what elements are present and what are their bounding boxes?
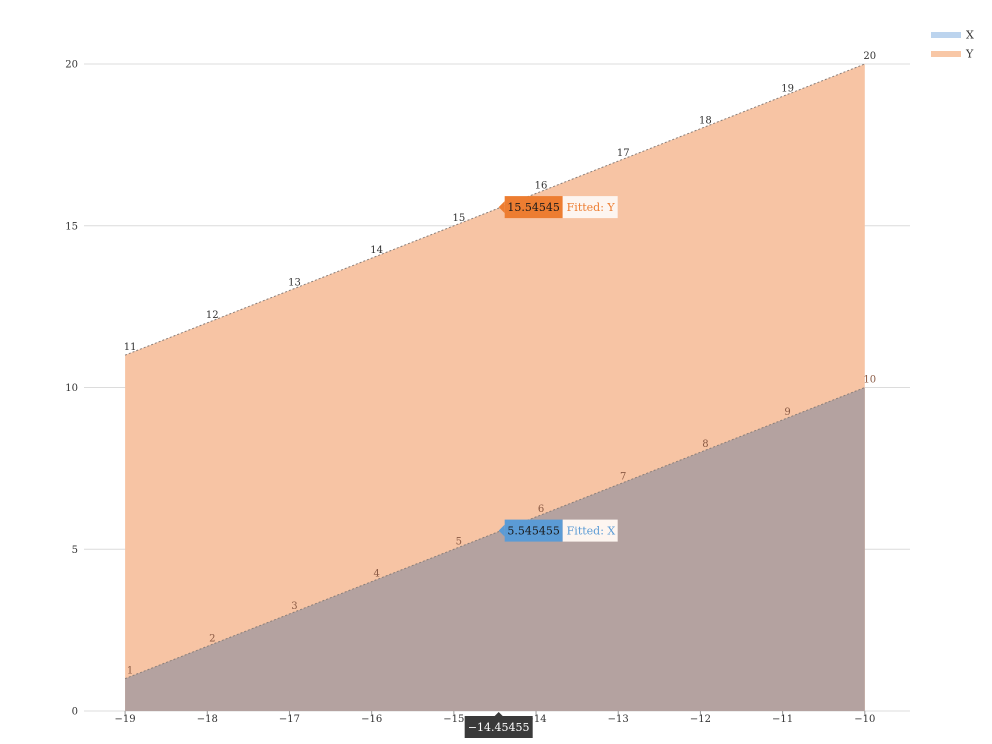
tooltip-pointer: [498, 201, 505, 214]
data-label-y: 18: [699, 116, 712, 127]
y-tick-label: 5: [72, 545, 78, 556]
hover-tooltips: 15.54545 Fitted: Y 5.545455 Fitted: X −14.45…: [464, 196, 618, 738]
x-readout: −14.45455: [468, 721, 530, 734]
y-tick-label: 0: [72, 707, 78, 718]
data-label-x: 8: [702, 439, 708, 450]
data-label-x: 10: [863, 375, 876, 386]
data-label-y: 11: [124, 342, 137, 353]
tooltip-pointer: [498, 524, 505, 537]
series-areas: [125, 64, 865, 711]
data-label-x: 9: [784, 407, 790, 418]
y-tick-label: 10: [65, 383, 78, 394]
y-tick-label: 20: [65, 60, 78, 71]
tooltip-value-box: [504, 196, 563, 219]
y-tick-label: 15: [65, 221, 78, 232]
line-y: [124, 63, 865, 356]
legend-swatch-y: [931, 51, 961, 57]
x-tick-label: −12: [690, 714, 711, 725]
data-label-y: 17: [617, 148, 630, 159]
data-label-x: 2: [209, 633, 215, 644]
data-label-y: 15: [452, 213, 465, 224]
data-label-y: 16: [535, 180, 548, 191]
data-label-y: 20: [863, 51, 876, 62]
legend-label-x[interactable]: X: [966, 29, 974, 42]
x-tick-label: −18: [197, 714, 218, 725]
x-tick-label: −15: [443, 714, 464, 725]
legend-swatch-x: [931, 32, 961, 38]
x-tick-label: −19: [115, 714, 136, 725]
tooltip-label: Fitted: X: [567, 525, 616, 538]
tooltip-value: 5.545455: [507, 525, 560, 538]
x-tick-label: −17: [279, 714, 300, 725]
x-tick-label: −10: [854, 714, 875, 725]
data-label-y: 12: [206, 310, 219, 321]
x-readout-box: [464, 716, 533, 738]
data-label-x: 3: [291, 601, 297, 612]
tooltip-label-box: [562, 196, 618, 219]
tooltip-value-box: [504, 519, 563, 542]
tooltip-label: Fitted: Y: [567, 201, 616, 214]
x-tick-label: −16: [361, 714, 382, 725]
y-axis-ticks: 0 5 10 15 20: [65, 60, 78, 718]
tooltip-label-box: [562, 519, 618, 542]
area-x: [125, 387, 865, 711]
data-label-y: 13: [288, 277, 301, 288]
tooltip-value: 15.54545: [507, 201, 560, 214]
data-label-x: 6: [538, 504, 544, 515]
x-tick-label: −13: [608, 714, 629, 725]
x-tick-label: −14: [525, 714, 546, 725]
x-tick-label: −11: [772, 714, 793, 725]
data-label-x: 1: [127, 666, 133, 677]
line-x: [124, 387, 865, 680]
data-label-x: 4: [373, 569, 379, 580]
x-axis-ticks: −19 −18 −17 −16 −15 −14 −13 −12 −11 −10: [115, 711, 875, 725]
series-lines: [124, 63, 865, 680]
data-label-x: 5: [456, 536, 462, 547]
data-label-y: 19: [781, 83, 794, 94]
data-label-x: 7: [620, 472, 626, 483]
legend-label-y[interactable]: Y: [965, 48, 974, 61]
legend[interactable]: XY: [931, 29, 974, 61]
data-label-y: 14: [370, 245, 383, 256]
